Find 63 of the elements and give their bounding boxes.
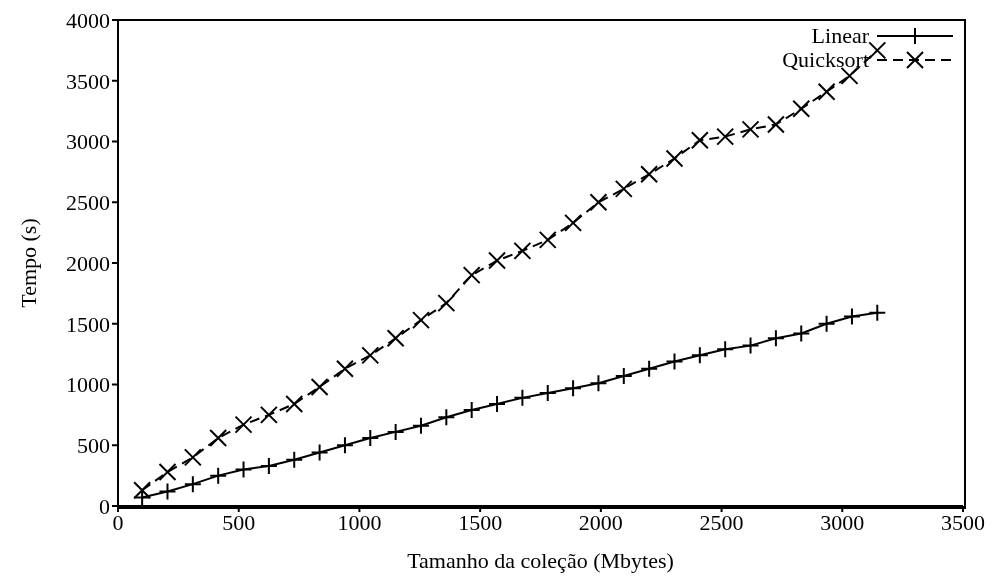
y-tick-label: 2000	[66, 250, 110, 276]
y-axis-title: Tempo (s)	[15, 218, 41, 308]
y-tick-label: 2500	[66, 190, 110, 216]
point	[209, 466, 228, 485]
point	[741, 120, 760, 139]
point	[690, 131, 709, 150]
legend-label: Quicksort	[782, 47, 869, 72]
x-tick-label: 1500	[458, 509, 503, 535]
point	[462, 266, 481, 285]
point	[310, 377, 329, 396]
point	[868, 303, 887, 322]
point	[285, 394, 304, 413]
y-tick-label: 0	[99, 493, 110, 519]
point	[183, 475, 202, 494]
point	[158, 462, 177, 481]
point	[437, 408, 456, 427]
point	[209, 428, 228, 447]
point	[411, 311, 430, 330]
point	[817, 82, 836, 101]
point	[259, 405, 278, 424]
point	[817, 314, 836, 333]
point	[183, 448, 202, 467]
point	[386, 329, 405, 348]
y-tick-label: 3500	[66, 68, 110, 94]
point	[792, 324, 811, 343]
point	[792, 99, 811, 118]
x-tick-label: 2000	[578, 509, 623, 535]
x-axis-title: Tamanho da coleção (Mbytes)	[407, 548, 674, 573]
point	[665, 149, 684, 168]
point	[640, 359, 659, 378]
x-tick-label: 2500	[699, 509, 744, 535]
x-tick-label: 3500	[941, 509, 985, 535]
legend-label: Linear	[811, 23, 869, 48]
point	[285, 450, 304, 469]
point	[437, 294, 456, 313]
point	[741, 336, 760, 355]
y-tick-label: 3000	[66, 129, 110, 155]
point	[310, 443, 329, 462]
point	[614, 179, 633, 198]
point	[513, 241, 532, 260]
point	[488, 251, 507, 270]
point	[589, 193, 608, 212]
point	[234, 415, 253, 434]
point	[640, 165, 659, 184]
point	[361, 346, 380, 365]
point	[335, 359, 354, 378]
x-tick-label: 500	[222, 509, 256, 535]
point	[868, 41, 887, 60]
y-tick-label: 1500	[66, 311, 110, 337]
y-tick-label: 4000	[66, 7, 110, 33]
point	[133, 481, 152, 500]
x-tick-label: 3000	[820, 509, 865, 535]
point	[766, 115, 785, 134]
point	[716, 127, 735, 146]
point	[513, 388, 532, 407]
x-tick-label: 1000	[337, 509, 382, 535]
point	[690, 346, 709, 365]
point	[665, 352, 684, 371]
point	[564, 213, 583, 232]
y-tick-label: 500	[77, 433, 110, 459]
point	[158, 482, 177, 501]
point	[538, 230, 557, 249]
y-tick-label: 1000	[66, 372, 110, 398]
